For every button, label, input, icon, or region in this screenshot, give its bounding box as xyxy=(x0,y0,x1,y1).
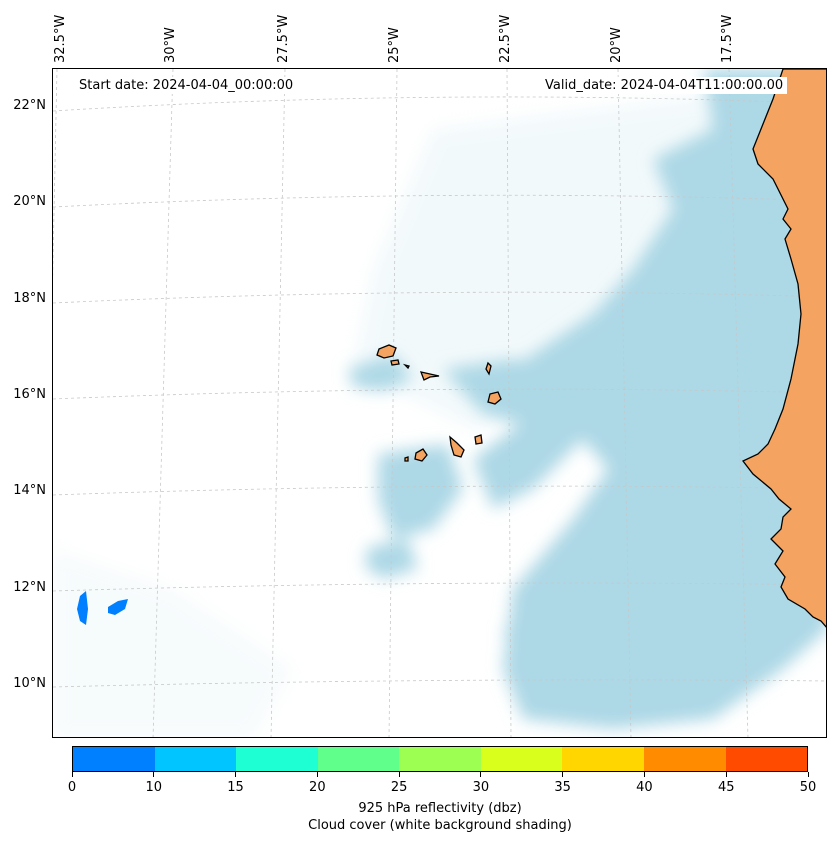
colorbar-segment-20-25 xyxy=(317,747,400,771)
colorbar-segment-35-40 xyxy=(562,747,644,771)
lon-label-22-5w: 22.5°W xyxy=(498,14,513,63)
colorbar-tick-label: 40 xyxy=(636,780,653,795)
lon-label-32-5w: 32.5°W xyxy=(53,14,68,63)
map-panel xyxy=(52,68,827,738)
island-santo-antao xyxy=(376,344,397,359)
colorbar-tick-label: 20 xyxy=(309,780,326,795)
cloud-patch-sw xyxy=(503,589,673,679)
colorbar-tick-mark xyxy=(235,772,237,777)
lat-label-16n: 16°N xyxy=(13,387,46,402)
cloud-mass-east xyxy=(493,109,826,729)
colorbar-tick-label: 15 xyxy=(227,780,244,795)
colorbar-segment-10-15 xyxy=(154,747,237,771)
valid-date-label: Valid_date: 2024-04-04T11:00:00.00 xyxy=(541,77,788,94)
colorbar-tick-mark xyxy=(725,772,727,777)
cloud-band-southeast xyxy=(473,379,613,509)
graticule xyxy=(53,69,826,737)
lat-label-10n: 10°N xyxy=(13,676,46,691)
start-date-label: Start date: 2024-04-04_00:00:00 xyxy=(75,77,298,94)
colorbar xyxy=(72,746,808,772)
colorbar-tick-mark xyxy=(643,772,645,777)
island-sal xyxy=(485,361,492,376)
map-canvas xyxy=(53,69,826,737)
colorbar-segment-25-30 xyxy=(399,747,481,771)
island-boa-vista xyxy=(487,391,502,405)
colorbar-segment-0-10 xyxy=(73,747,155,771)
colorbar-tick-mark xyxy=(398,772,400,777)
colorbar-tick-label: 35 xyxy=(554,780,571,795)
lat-label-12n: 12°N xyxy=(13,580,46,595)
lat-label-18n: 18°N xyxy=(13,291,46,306)
lat-label-14n: 14°N xyxy=(13,483,46,498)
cloud-near-islands xyxy=(378,444,463,539)
colorbar-tick-mark xyxy=(807,772,809,777)
colorbar-title: 925 hPa reflectivity (dbz) xyxy=(358,801,522,816)
colorbar-tick-label: 50 xyxy=(799,780,817,795)
island-sao-nicolau xyxy=(419,371,440,381)
colorbar-tick-mark xyxy=(71,772,73,777)
colorbar-tick-mark xyxy=(316,772,318,777)
colorbar-tick-mark xyxy=(480,772,482,777)
colorbar-tick-label: 0 xyxy=(67,780,77,795)
colorbar-segment-45-50 xyxy=(725,747,808,771)
reflectivity-echoes xyxy=(77,591,128,625)
echo-west-1 xyxy=(77,591,88,625)
cloud-south-patch xyxy=(365,539,418,579)
colorbar-tick-mark xyxy=(153,772,155,777)
colorbar-segment-15-20 xyxy=(236,747,318,771)
colorbar-segment-30-35 xyxy=(480,747,563,771)
island-santa-luzia xyxy=(402,363,410,370)
colorbar-tick-label: 30 xyxy=(472,780,490,795)
africa-landmass xyxy=(741,69,826,628)
lon-label-17-5w: 17.5°W xyxy=(720,14,735,63)
island-sao-vicente xyxy=(390,359,400,366)
lon-label-25w: 25°W xyxy=(387,27,402,63)
colorbar-subtitle: Cloud cover (white background shading) xyxy=(308,818,572,833)
island-brava xyxy=(404,456,409,462)
colorbar-tick-mark xyxy=(562,772,564,777)
echo-west-2 xyxy=(108,599,128,615)
island-santiago xyxy=(449,435,465,458)
island-fogo xyxy=(414,448,428,462)
lon-label-27-5w: 27.5°W xyxy=(276,14,291,63)
lat-label-22n: 22°N xyxy=(13,98,46,113)
cape-verde-islands xyxy=(376,344,502,462)
colorbar-tick-label: 10 xyxy=(145,780,163,795)
colorbar-tick-label: 45 xyxy=(717,780,735,795)
island-maio xyxy=(474,434,483,445)
lat-label-20n: 20°N xyxy=(13,194,46,209)
colorbar-segment-40-45 xyxy=(643,747,726,771)
colorbar-tick-label: 25 xyxy=(390,780,408,795)
lon-label-20w: 20°W xyxy=(609,27,624,63)
lon-label-30w: 30°W xyxy=(163,27,178,63)
